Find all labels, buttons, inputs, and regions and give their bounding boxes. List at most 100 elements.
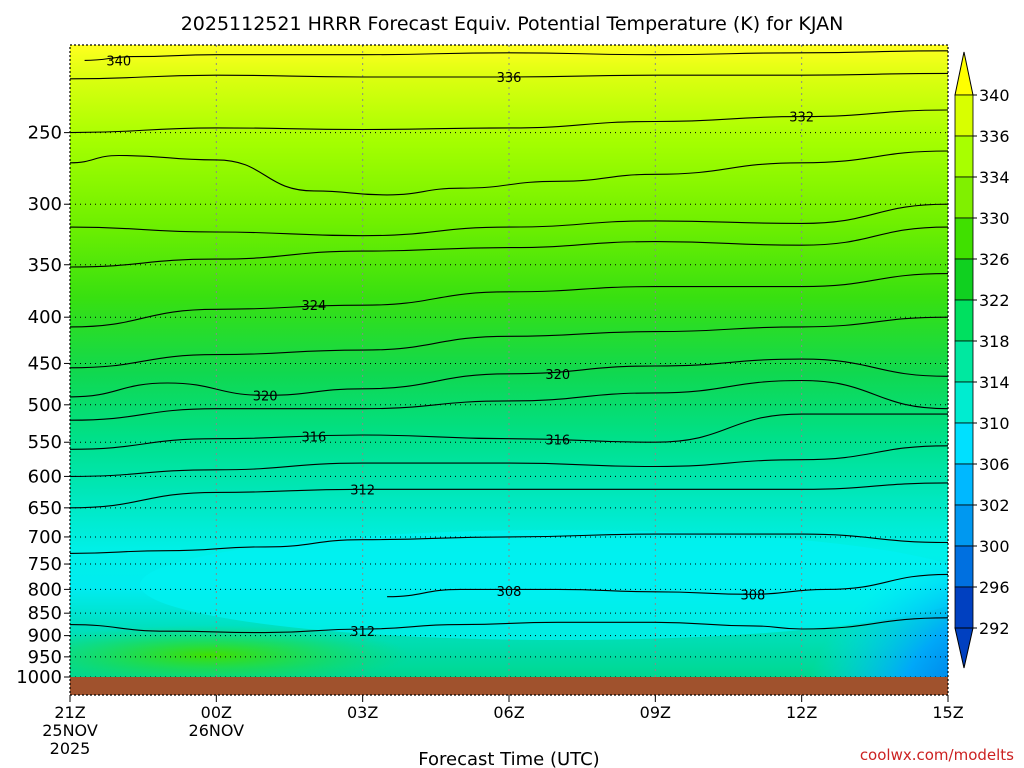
contour-label: 320: [545, 368, 570, 383]
y-tick-label: 950: [28, 647, 62, 668]
colorbar-label: 322: [979, 291, 1010, 310]
chart-title: 2025112521 HRRR Forecast Equiv. Potentia…: [181, 13, 844, 35]
colorbar-label: 336: [979, 127, 1010, 146]
colorbar-swatch: [954, 258, 974, 301]
y-tick-label: 750: [28, 554, 62, 575]
y-tick-label: 250: [28, 123, 62, 144]
y-tick-label: 850: [28, 603, 62, 624]
contour-label: 308: [740, 588, 765, 603]
colorbar-label: 318: [979, 332, 1010, 351]
contour-label-text: 316: [301, 430, 326, 445]
y-tick-label: 550: [28, 432, 62, 453]
y-tick-label: 400: [28, 307, 62, 328]
contour-label: 336: [497, 71, 522, 86]
y-tick-label: 300: [28, 194, 62, 215]
contour-label-text: 308: [497, 585, 522, 600]
contour-line-324: [70, 273, 948, 328]
y-tick-label: 650: [28, 498, 62, 519]
contour-label: 312: [350, 483, 375, 498]
contour-label-text: 340: [106, 54, 131, 69]
contour-label: 320: [253, 389, 278, 404]
colorbar-swatch: [954, 176, 974, 219]
y-tick-label: 350: [28, 255, 62, 276]
contour-line-332: [70, 109, 948, 134]
contour-label-text: 312: [350, 483, 375, 498]
lowlevel-warm-pocket: [70, 625, 410, 677]
colorbar-label: 314: [979, 373, 1010, 392]
y-tick-label: 1000: [16, 667, 62, 688]
lowlevel-cool-pocket: [140, 530, 948, 640]
contour-label-text: 324: [301, 299, 326, 314]
colorbar-label: 296: [979, 578, 1010, 597]
y-tick-label: 800: [28, 579, 62, 600]
contour-line-318: [70, 379, 948, 421]
x-tick-label: 12Z: [786, 703, 817, 722]
cold-pool: [790, 545, 948, 677]
y-tick-label: 450: [28, 353, 62, 374]
colorbar-label: 306: [979, 455, 1010, 474]
contour-label-text: 332: [789, 111, 814, 126]
colorbar-label: 340: [979, 86, 1010, 105]
y-tick-label: 700: [28, 527, 62, 548]
colorbar-label: 302: [979, 496, 1010, 515]
colorbar-swatch: [954, 217, 974, 260]
contour-line-336: [70, 72, 948, 80]
x-axis-title: Forecast Time (UTC): [418, 749, 599, 768]
x-tick-year: 2025: [50, 739, 91, 758]
contour-label-text: 316: [545, 433, 570, 448]
contour-line-308: [387, 573, 948, 598]
x-tick-label: 15Z: [932, 703, 963, 722]
colorbar-label: 300: [979, 537, 1010, 556]
colorbar-swatch: [954, 381, 974, 424]
colorbar-label: 310: [979, 414, 1010, 433]
colorbar-top-arrow: [954, 51, 974, 96]
contour-label-text: 312: [350, 625, 375, 640]
x-tick-label: 09Z: [640, 703, 671, 722]
colorbar-swatch: [954, 504, 974, 547]
x-tick-label: 21Z: [54, 703, 85, 722]
colorbar-swatch: [954, 545, 974, 588]
contour-line-326: [70, 226, 948, 268]
colorbar-swatch: [954, 463, 974, 506]
contour-line-312: [70, 482, 948, 509]
contour-line-312b: [70, 617, 948, 634]
contour-label: 316: [545, 433, 570, 448]
contour-label: 332: [789, 111, 814, 126]
colorbar-label: 292: [979, 619, 1010, 638]
contour-line-320: [70, 358, 948, 398]
contour-label-text: 320: [545, 368, 570, 383]
x-tick-label: 06Z: [493, 703, 524, 722]
x-tick-date: 26NOV: [189, 721, 245, 740]
contour-line-340: [84, 50, 948, 61]
contour-label-text: 320: [253, 389, 278, 404]
colorbar-swatch: [954, 94, 974, 137]
contour-line-316: [70, 413, 948, 450]
contour-label: 316: [301, 430, 326, 445]
colorbar-swatch: [954, 422, 974, 465]
colorbar-swatch: [954, 135, 974, 178]
contour-line-314: [70, 445, 948, 477]
y-tick-label: 900: [28, 626, 62, 647]
colorbar-label: 334: [979, 168, 1010, 187]
x-tick-label: 00Z: [201, 703, 232, 722]
contour-label: 312: [350, 625, 375, 640]
colorbar-label: 326: [979, 250, 1010, 269]
y-tick-label: 500: [28, 395, 62, 416]
contour-line-310: [70, 533, 948, 554]
x-tick-label: 03Z: [347, 703, 378, 722]
contour-label: 340: [106, 54, 131, 69]
contour-label: 308: [497, 585, 522, 600]
contour-label-text: 336: [497, 71, 522, 86]
watermark: coolwx.com/modelts: [860, 746, 1014, 764]
contour-line-322: [70, 316, 948, 369]
contour-line-328: [70, 203, 948, 237]
colorbar-bottom-arrow: [954, 627, 974, 669]
colorbar-label: 330: [979, 209, 1010, 228]
contour-line-330: [70, 150, 948, 196]
colorbar-swatch: [954, 340, 974, 383]
contour-label: 324: [301, 299, 326, 314]
colorbar-swatch: [954, 299, 974, 342]
colorbar-swatch: [954, 586, 974, 629]
contour-label-text: 308: [740, 588, 765, 603]
